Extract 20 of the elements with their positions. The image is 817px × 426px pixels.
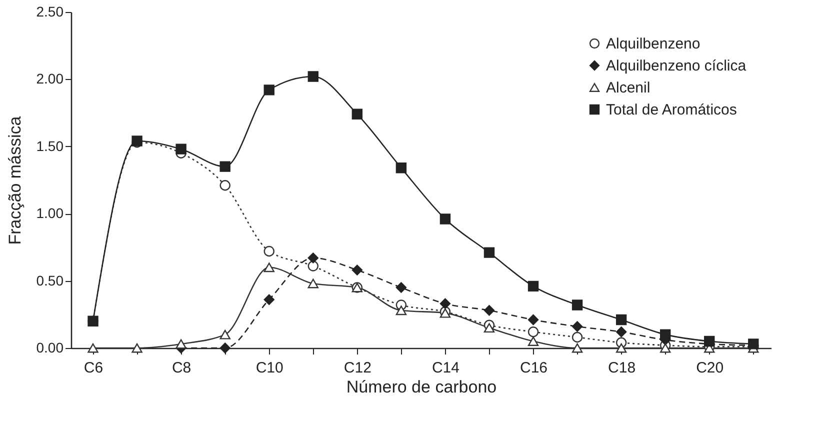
x-tick-label: C14 <box>432 360 460 376</box>
legend-label: Total de Aromáticos <box>606 102 737 118</box>
x-tick-label: C6 <box>84 360 104 376</box>
y-tick-label: 1.50 <box>36 138 64 154</box>
y-tick-label: 2.50 <box>36 4 64 20</box>
x-tick-label: C20 <box>696 360 724 376</box>
y-tick-label: 0.00 <box>36 340 64 356</box>
legend-label: Alcenil <box>606 80 650 96</box>
y-axis-title: Fracção mássica <box>5 116 24 245</box>
x-tick-label: C10 <box>256 360 284 376</box>
legend-label: Alquilbenzeno <box>606 36 700 52</box>
x-axis-title: Número de carbono <box>346 378 497 396</box>
x-tick-label: C8 <box>172 360 192 376</box>
x-tick-label: C18 <box>608 360 636 376</box>
x-tick-label: C12 <box>344 360 372 376</box>
y-tick-label: 0.50 <box>36 272 64 288</box>
y-tick-label: 2.00 <box>36 70 64 87</box>
legend-label: Alquilbenzeno cíclica <box>606 58 747 74</box>
y-tick-label: 1.00 <box>36 205 64 222</box>
x-tick-label: C16 <box>520 360 548 376</box>
